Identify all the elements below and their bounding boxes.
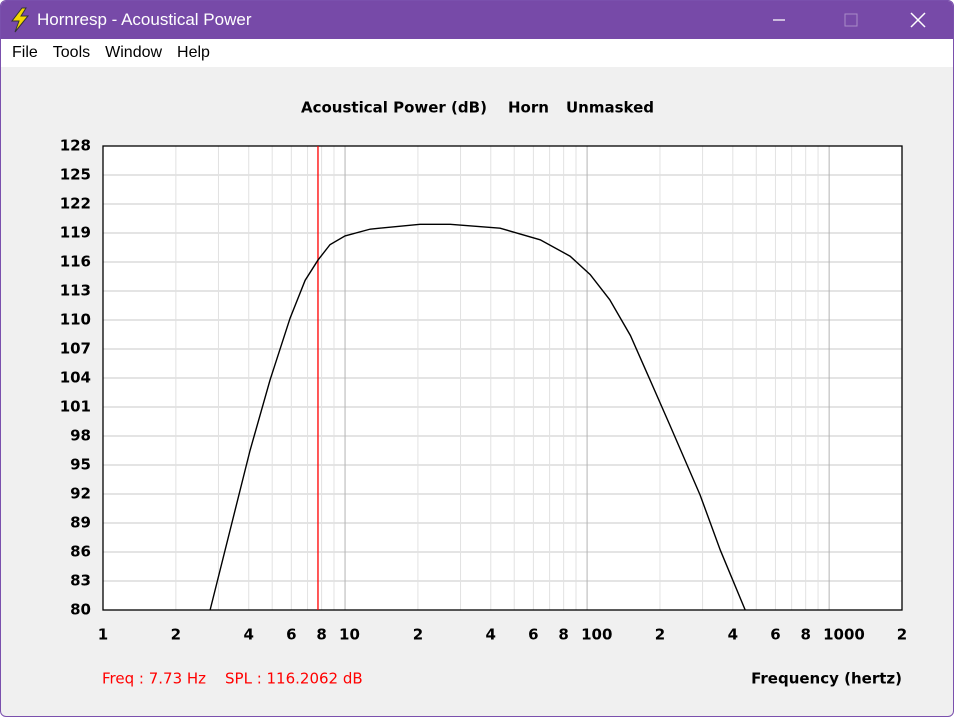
x-tick-label: 4	[486, 626, 496, 644]
menu-item[interactable]: Tools	[52, 44, 91, 61]
y-tick-label: 86	[70, 543, 91, 561]
readout-spl: SPL : 116.2062 dB	[225, 670, 363, 688]
series-line	[209, 223, 746, 611]
chart: Acoustical Power (dB) Horn Unmasked8083868…	[60, 99, 908, 688]
y-tick-label: 101	[60, 398, 91, 416]
maximize[interactable]	[844, 13, 858, 27]
x-tick-label: 8	[558, 626, 568, 644]
y-tick-label: 125	[60, 166, 91, 184]
x-tick-label: 6	[528, 626, 538, 644]
y-tick-label: 92	[70, 485, 91, 503]
y-tick-label: 89	[70, 514, 91, 532]
plot-border	[102, 145, 903, 611]
x-tick-label: 8	[800, 626, 810, 644]
y-tick-label: 119	[60, 224, 91, 242]
chart-title: Unmasked	[566, 99, 654, 117]
x-tick-label: 6	[286, 626, 296, 644]
y-tick-label: 110	[60, 311, 91, 329]
chart-title: Acoustical Power (dB)	[301, 99, 487, 117]
x-tick-label: 2	[171, 626, 181, 644]
window-title: Hornresp - Acoustical Power	[37, 10, 252, 29]
x-tick-label: 1	[98, 626, 108, 644]
y-tick-label: 95	[70, 456, 91, 474]
readout-freq: Freq : 7.73 Hz	[102, 670, 206, 688]
x-tick-label: 6	[770, 626, 780, 644]
x-tick-label: 100	[581, 626, 612, 644]
app-icon	[10, 7, 30, 33]
y-tick-label: 80	[70, 601, 91, 619]
menu-bar: File Tools Window Help	[1, 39, 953, 67]
x-tick-label: 2	[897, 626, 907, 644]
x-tick-label: 4	[244, 626, 254, 644]
menu-item[interactable]: File	[12, 44, 38, 61]
x-tick-label: 8	[316, 626, 326, 644]
close[interactable]	[910, 12, 926, 28]
y-tick-label: 98	[70, 427, 91, 445]
x-tick-label: 1000	[823, 626, 865, 644]
y-tick-label: 104	[60, 369, 91, 387]
y-tick-label: 107	[60, 340, 91, 358]
title-bar: Hornresp - Acoustical Power	[1, 1, 953, 39]
x-axis-label: Frequency (hertz)	[751, 670, 902, 688]
y-tick-label: 83	[70, 572, 91, 590]
y-tick-label: 113	[60, 282, 91, 300]
menu-item[interactable]: Window	[105, 44, 163, 61]
window-controls[interactable]	[753, 1, 953, 39]
chart-title: Horn	[508, 99, 549, 117]
y-tick-label: 122	[60, 195, 91, 213]
y-tick-label: 128	[60, 137, 91, 155]
x-tick-label: 2	[655, 626, 665, 644]
y-tick-label: 116	[60, 253, 91, 271]
x-tick-label: 2	[413, 626, 423, 644]
menu-item[interactable]: Help	[177, 44, 210, 61]
x-tick-label: 10	[339, 626, 360, 644]
x-tick-label: 4	[728, 626, 738, 644]
